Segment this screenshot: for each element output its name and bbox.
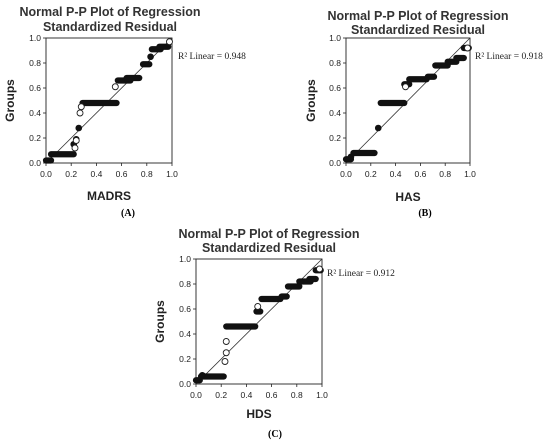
y-axis-title: Groups [304,79,318,122]
x-tick-label: 0.4 [390,169,402,179]
data-point [199,371,206,379]
data-point [347,153,355,161]
x-axis-title: HDS [246,407,271,421]
y-tick-label: 0.8 [329,58,341,68]
x-tick-label: 0.2 [215,390,227,400]
x-tick-label: 0.6 [414,169,426,179]
x-tick-label: 0.8 [291,390,303,400]
x-tick-label: 0.6 [266,390,278,400]
x-tick-label: 0.0 [40,169,52,179]
y-tick-label: 0.6 [29,83,41,93]
panel-caption: (B) [418,208,431,219]
y-axis-title: Groups [3,79,17,122]
data-point [147,53,154,61]
chart-subtitle: Standardized Residual [351,23,485,37]
panel-caption: (A) [121,208,135,219]
y-tick-label: 0.0 [29,158,41,168]
data-point-open [166,38,173,46]
y-tick-label: 0.0 [329,158,341,168]
data-point-open [76,109,84,117]
data-point-open [222,338,230,345]
chart-panel-a: Normal P-P Plot of RegressionStandardize… [3,5,246,219]
y-tick-label: 0.2 [29,133,41,143]
y-tick-label: 0.8 [179,279,191,289]
y-tick-label: 0.4 [179,329,191,339]
x-tick-label: 0.0 [190,390,202,400]
chart-subtitle: Standardized Residual [43,20,177,34]
x-tick-label: 0.8 [141,169,153,179]
data-point-open [316,265,323,273]
data-point-open [402,83,409,91]
data-point-open [254,303,262,310]
y-tick-label: 0.4 [29,108,41,118]
data-point-open [111,83,119,91]
data-point-open [464,44,471,52]
data-point [75,124,83,132]
x-axis-title: HAS [395,190,420,204]
chart-title: Normal P-P Plot of Regression [19,5,200,19]
data-point [374,124,382,132]
y-tick-label: 0.2 [179,354,191,364]
y-tick-label: 0.6 [329,83,341,93]
chart-panel-b: Normal P-P Plot of RegressionStandardize… [304,9,543,219]
x-tick-label: 0.6 [116,169,128,179]
x-tick-label: 0.2 [65,169,77,179]
y-axis-title: Groups [153,300,167,343]
r2-label: R² Linear = 0.912 [327,269,395,279]
y-tick-label: 0.6 [179,304,191,314]
data-point-open [72,137,80,144]
data-point-open [71,144,79,152]
y-tick-label: 0.2 [329,133,341,143]
x-tick-label: 1.0 [316,390,328,400]
y-tick-label: 1.0 [329,33,341,43]
data-point-open [77,103,85,111]
y-tick-label: 0.8 [29,58,41,68]
chart-title: Normal P-P Plot of Regression [178,227,359,241]
chart-title: Normal P-P Plot of Regression [327,9,508,23]
r2-label: R² Linear = 0.918 [475,52,543,62]
chart-panel-c: Normal P-P Plot of RegressionStandardize… [153,227,395,440]
y-tick-label: 1.0 [179,254,191,264]
panel-caption: (C) [268,429,282,440]
x-tick-label: 0.4 [240,390,252,400]
chart-subtitle: Standardized Residual [202,241,336,255]
data-point-open [221,358,229,365]
x-axis-title: MADRS [87,189,131,203]
y-tick-label: 0.4 [329,108,341,118]
x-tick-label: 0.8 [439,169,451,179]
x-tick-label: 0.2 [365,169,377,179]
x-tick-label: 1.0 [166,169,178,179]
r2-label: R² Linear = 0.948 [178,52,246,62]
data-point-open [222,349,230,357]
x-tick-label: 0.0 [340,169,352,179]
y-tick-label: 0.0 [179,379,191,389]
x-tick-label: 0.4 [90,169,102,179]
y-tick-label: 1.0 [29,33,41,43]
x-tick-label: 1.0 [464,169,476,179]
